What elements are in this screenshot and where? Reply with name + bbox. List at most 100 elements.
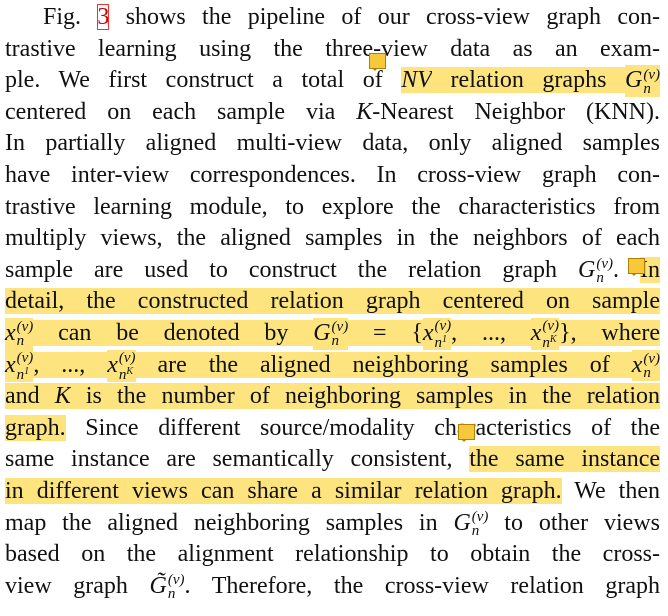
superscript: (v) bbox=[331, 319, 349, 336]
math-term: x (v) nK bbox=[530, 317, 560, 351]
math-term: x (v) n1 bbox=[422, 317, 452, 350]
text-run: detail, the constructed relation graph c… bbox=[5, 288, 660, 315]
text-run: the same instance bbox=[469, 446, 661, 473]
subscript: nK bbox=[118, 365, 134, 383]
subscript: n bbox=[331, 333, 340, 350]
text-run: same instance are semantically consisten… bbox=[5, 446, 470, 473]
superscript: (v) bbox=[118, 349, 136, 366]
text-run: = { bbox=[348, 319, 423, 346]
subscript: n bbox=[16, 333, 25, 350]
text-line: In partially aligned multi-view data, on… bbox=[5, 128, 660, 160]
superscript: (v) bbox=[643, 351, 660, 368]
scripts: (v) nK bbox=[118, 349, 136, 383]
text-run: based on the alignment relationship to o… bbox=[5, 541, 660, 568]
superscript: (v) bbox=[542, 317, 560, 334]
text-run: ple. We first construct a total of bbox=[5, 67, 402, 94]
text-run: , ..., bbox=[33, 351, 108, 378]
text-line: trastive learning using the three-view d… bbox=[5, 34, 660, 66]
scripts: (v) n bbox=[643, 66, 661, 96]
scripts: (v) n bbox=[471, 508, 489, 539]
math-base: x bbox=[5, 319, 16, 346]
math-base: x bbox=[5, 351, 16, 378]
text-line: detail, the constructed relation graph c… bbox=[5, 286, 660, 318]
math-term: G (v) n bbox=[578, 255, 613, 287]
text-run: . Therefore, the cross-view relation gra… bbox=[184, 572, 660, 599]
subscript: n bbox=[167, 586, 176, 603]
subscript: n bbox=[643, 365, 651, 382]
superscript: (v) bbox=[643, 66, 661, 83]
superscript: (v) bbox=[167, 572, 185, 589]
math-base: x bbox=[422, 319, 434, 346]
math-term: G (v) n bbox=[625, 65, 661, 97]
text-run: shows the pipeline of our cross-view gra… bbox=[109, 4, 660, 30]
superscript: (v) bbox=[16, 319, 34, 336]
text-line: same instance are semantically consisten… bbox=[5, 444, 661, 476]
text-run: Since different source/modality characte… bbox=[65, 414, 660, 441]
text-line: Fig. 3 shows the pipeline of our cross-v… bbox=[5, 2, 660, 34]
text-run: is the number of neighboring samples in … bbox=[70, 383, 660, 410]
sub-superscript: K bbox=[549, 333, 557, 345]
text-run: We then bbox=[561, 477, 660, 504]
superscript: (v) bbox=[434, 317, 452, 334]
superscript: (v) bbox=[471, 508, 489, 525]
math-term: x (v) nK bbox=[107, 349, 136, 383]
comment-icon[interactable] bbox=[458, 424, 475, 442]
text-line: sample are used to construct the relatio… bbox=[5, 255, 660, 287]
text-line: ple. We first construct a total of NV re… bbox=[5, 65, 661, 97]
text-run: and bbox=[5, 383, 55, 410]
text-run: . bbox=[613, 256, 640, 283]
text-line: view graph G̃ (v) n. Therefore, the cross-… bbox=[5, 571, 660, 603]
math-term: x (v) n1 bbox=[5, 349, 34, 383]
text-run: trastive learning using the three-view d… bbox=[5, 35, 660, 62]
scripts: (v) n bbox=[167, 572, 185, 603]
sub-superscript: K bbox=[126, 365, 134, 377]
text-run: Fig. bbox=[43, 4, 98, 30]
math-term: G̃ (v) n bbox=[150, 571, 185, 603]
text-run: map the aligned neighboring samples in bbox=[5, 509, 454, 536]
math-symbol: K bbox=[54, 383, 71, 410]
subscript: nK bbox=[542, 333, 557, 351]
subscript: n1 bbox=[16, 365, 30, 383]
math-term: G (v) n bbox=[313, 317, 349, 350]
text-line: x (v) n can be denoted by G (v) n = {x (v) n1,… bbox=[5, 317, 661, 351]
text-run: relation graphs bbox=[431, 67, 626, 94]
text-run: have inter-view correspondences. In cros… bbox=[5, 161, 660, 188]
scripts: (v) n bbox=[331, 319, 349, 350]
text-run: in different views can share a similar r… bbox=[5, 477, 562, 504]
math-base: x bbox=[631, 351, 643, 378]
text-run: trastive learning module, to explore the… bbox=[5, 193, 660, 220]
math-symbol: K bbox=[356, 98, 373, 125]
math-term: x (v) n bbox=[631, 349, 660, 382]
sub-superscript: 1 bbox=[442, 333, 447, 345]
text-run: can be denoted by bbox=[33, 319, 314, 346]
text-run: are the aligned neighboring samples of bbox=[135, 351, 632, 378]
text-line: multiply views, the aligned samples in t… bbox=[5, 223, 660, 255]
text-line: and K is the number of neighboring sampl… bbox=[5, 381, 660, 413]
text-run: In bbox=[640, 256, 660, 283]
math-base: x bbox=[530, 319, 542, 346]
scripts: (v) n1 bbox=[434, 317, 452, 350]
subscript: n bbox=[596, 270, 604, 287]
figure-ref[interactable]: 3 bbox=[97, 4, 110, 30]
text-run: }, where bbox=[559, 319, 661, 346]
text-run: sample are used to construct the relatio… bbox=[5, 256, 579, 283]
comment-icon[interactable] bbox=[628, 258, 645, 276]
math-symbol: NV bbox=[401, 67, 432, 94]
math-term: G (v) n bbox=[453, 508, 488, 540]
sub-superscript: 1 bbox=[24, 365, 30, 377]
comment-icon[interactable] bbox=[369, 53, 386, 71]
text-line: map the aligned neighboring samples in G… bbox=[5, 508, 660, 540]
text-line: trastive learning module, to explore the… bbox=[5, 192, 660, 224]
superscript: (v) bbox=[16, 349, 34, 366]
text-run: graph. bbox=[5, 414, 66, 441]
math-term: x (v) n bbox=[5, 317, 34, 350]
math-base: G bbox=[578, 256, 596, 283]
scripts: (v) n bbox=[596, 257, 613, 287]
subscript: n bbox=[471, 522, 480, 539]
paragraph: Fig. 3 shows the pipeline of our cross-v… bbox=[5, 2, 661, 603]
text-run: centered on each sample via bbox=[5, 98, 357, 125]
text-run: multiply views, the aligned samples in t… bbox=[5, 225, 660, 252]
text-run: to other views bbox=[488, 509, 660, 536]
text-run: , ..., bbox=[451, 319, 531, 346]
